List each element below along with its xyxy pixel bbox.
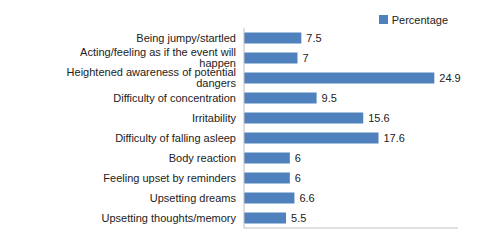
svg-text:Upsetting dreams: Upsetting dreams xyxy=(150,192,237,204)
svg-text:9.5: 9.5 xyxy=(322,92,337,104)
svg-text:6: 6 xyxy=(295,172,301,184)
svg-text:5.5: 5.5 xyxy=(291,212,306,224)
svg-text:Being jumpy/startled: Being jumpy/startled xyxy=(136,32,236,44)
svg-text:7: 7 xyxy=(303,52,309,64)
svg-text:Body reaction: Body reaction xyxy=(169,152,236,164)
svg-text:Upsetting thoughts/memory: Upsetting thoughts/memory xyxy=(101,212,236,224)
svg-text:17.6: 17.6 xyxy=(384,132,405,144)
svg-text:15.6: 15.6 xyxy=(368,112,389,124)
svg-text:24.9: 24.9 xyxy=(439,72,460,84)
svg-text:Difficulty of concentration: Difficulty of concentration xyxy=(113,92,236,104)
svg-text:6: 6 xyxy=(295,152,301,164)
svg-text:6.6: 6.6 xyxy=(299,192,314,204)
svg-text:7.5: 7.5 xyxy=(306,32,321,44)
svg-text:Feeling upset by reminders: Feeling upset by reminders xyxy=(103,172,236,184)
svg-text:Heightened awareness of potent: Heightened awareness of potentialdangers xyxy=(67,66,237,89)
svg-text:Difficulty of falling asleep: Difficulty of falling asleep xyxy=(115,132,236,144)
svg-text:Irritability: Irritability xyxy=(192,112,237,124)
